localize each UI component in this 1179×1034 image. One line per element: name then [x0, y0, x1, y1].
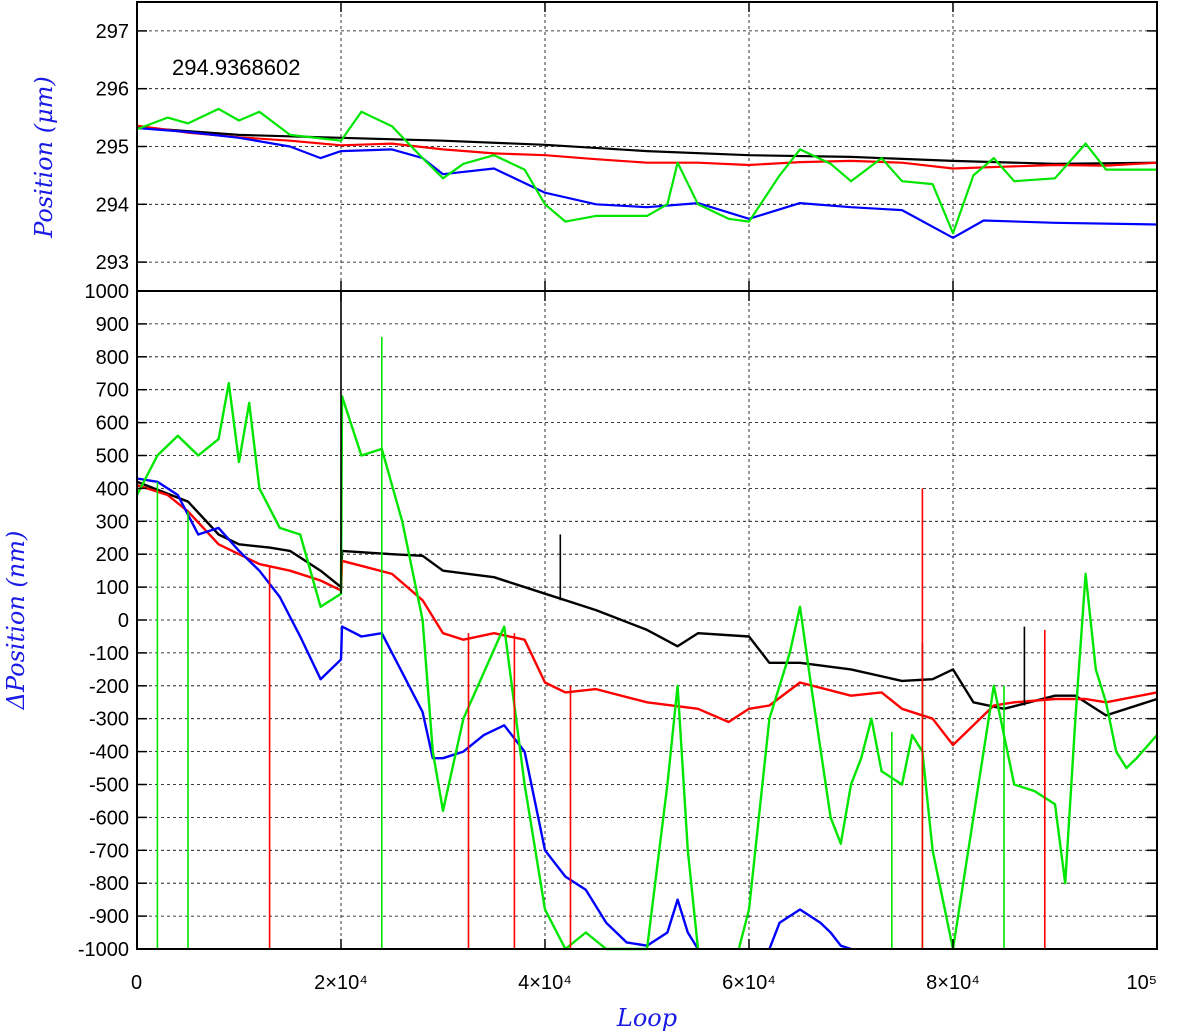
bottom-y-tick-label: 500: [96, 446, 129, 468]
x-tick-label: 8×10⁴: [926, 972, 980, 994]
top-annotation: 294.9368602: [172, 55, 300, 80]
x-tick-label: 0: [131, 972, 142, 994]
bottom-y-tick-label: 400: [96, 478, 129, 500]
bottom-y-tick-label: -300: [89, 709, 129, 731]
bottom-y-axis-title: ΔPosition (nm): [2, 531, 30, 711]
bottom-y-tick-label: -600: [89, 807, 129, 829]
bottom-y-tick-label: 600: [96, 413, 129, 435]
bottom-series-line-5: [737, 572, 1158, 951]
top-series: [136, 107, 1158, 239]
bottom-y-tick-label: 700: [96, 380, 129, 402]
top-panel: 293 294 295 296 297 294.9368602: [96, 1, 1158, 292]
bottom-y-tick-label: 200: [96, 544, 129, 566]
top-y-axis-title: Position (μm): [30, 76, 58, 239]
bottom-y-tick-label: -900: [89, 906, 129, 928]
top-series-line-3: [136, 107, 1157, 235]
x-tick-label: 2×10⁴: [314, 972, 368, 994]
bottom-y-tick-label: -200: [89, 676, 129, 698]
bottom-y-tick-label: 300: [96, 511, 129, 533]
bottom-y-tick-label: 0: [118, 610, 129, 632]
bottom-y-tick-label: 100: [96, 577, 129, 599]
x-tick-label: 10⁵: [1126, 972, 1157, 994]
bottom-series-line-2: [136, 477, 700, 950]
bottom-y-tick-label: 900: [96, 314, 129, 336]
top-grid: [137, 2, 1157, 291]
bottom-y-tick-label: -100: [89, 643, 129, 665]
bottom-y-tick-label: -800: [89, 873, 129, 895]
x-axis-title: Loop: [616, 1004, 677, 1032]
bottom-series-line-0: [136, 480, 1158, 717]
top-ticks: 293 294 295 296 297: [96, 2, 1158, 291]
bottom-series-line-1: [136, 483, 1158, 747]
top-y-tick-label: 296: [96, 79, 129, 101]
bottom-y-tick-label: 1000: [85, 281, 130, 303]
bottom-series-line-3: [768, 908, 852, 951]
bottom-y-tick-label: -500: [89, 775, 129, 797]
top-series-line-2: [136, 126, 1158, 239]
bottom-series-line-4: [135, 381, 700, 951]
bottom-ticks: -1000-900-800-700-600-500-400-300-200-10…: [78, 281, 1158, 994]
bottom-y-tick-label: 800: [96, 347, 129, 369]
x-tick-label: 6×10⁴: [722, 972, 776, 994]
bottom-y-tick-label: -700: [89, 840, 129, 862]
top-y-tick-label: 293: [96, 252, 129, 274]
bottom-panel: -1000-900-800-700-600-500-400-300-200-10…: [78, 281, 1158, 994]
top-y-tick-label: 294: [96, 194, 129, 216]
bottom-y-tick-label: -1000: [78, 939, 129, 961]
top-series-line-1: [136, 124, 1158, 170]
x-tick-label: 4×10⁴: [518, 972, 572, 994]
top-y-tick-label: 297: [96, 21, 129, 43]
bottom-y-tick-label: -400: [89, 742, 129, 764]
top-y-tick-label: 295: [96, 137, 129, 159]
